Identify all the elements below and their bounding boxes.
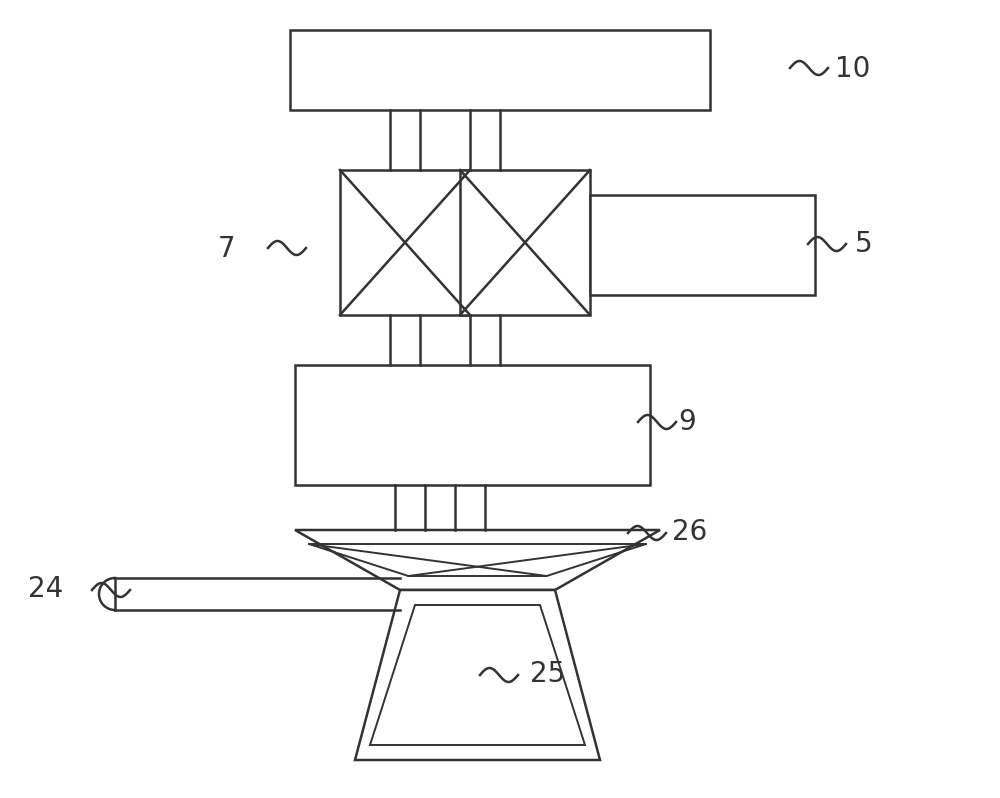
- Bar: [295, 365, 650, 485]
- Polygon shape: [355, 590, 600, 760]
- Text: 25: 25: [530, 660, 565, 688]
- Bar: [460, 170, 590, 315]
- Bar: [290, 30, 710, 110]
- Text: 24: 24: [28, 575, 63, 603]
- Text: 5: 5: [855, 230, 873, 258]
- Bar: [590, 195, 815, 295]
- Text: 10: 10: [835, 55, 870, 83]
- Bar: [340, 170, 470, 315]
- Text: 9: 9: [678, 408, 696, 436]
- Text: 7: 7: [218, 235, 236, 263]
- Text: 26: 26: [672, 518, 707, 546]
- Polygon shape: [295, 530, 660, 590]
